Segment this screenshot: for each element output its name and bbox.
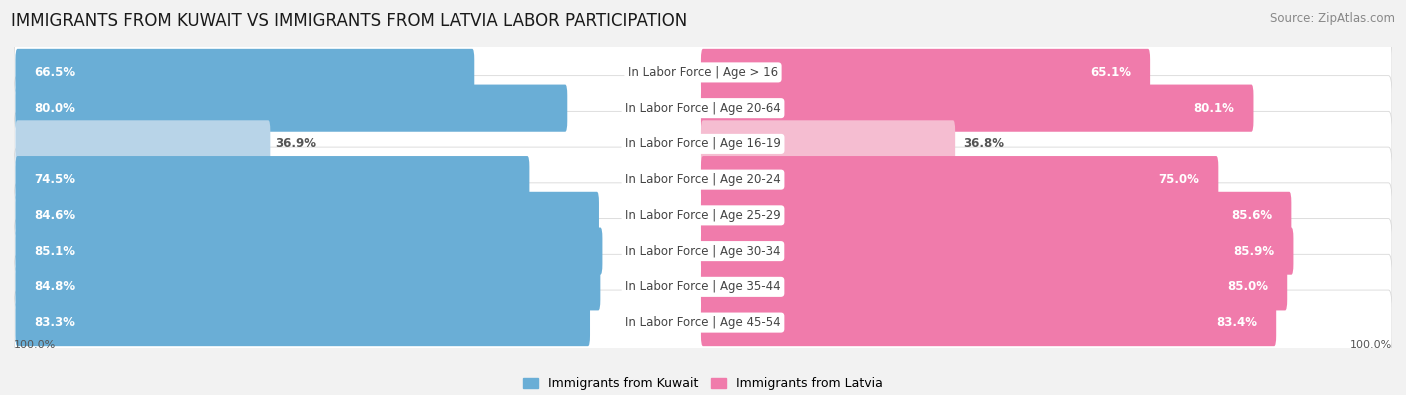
Text: In Labor Force | Age 45-54: In Labor Force | Age 45-54 <box>626 316 780 329</box>
FancyBboxPatch shape <box>702 156 1219 203</box>
Legend: Immigrants from Kuwait, Immigrants from Latvia: Immigrants from Kuwait, Immigrants from … <box>519 372 887 395</box>
FancyBboxPatch shape <box>14 290 1392 355</box>
FancyBboxPatch shape <box>702 192 1291 239</box>
FancyBboxPatch shape <box>15 156 530 203</box>
Text: In Labor Force | Age 16-19: In Labor Force | Age 16-19 <box>626 137 780 150</box>
FancyBboxPatch shape <box>15 192 599 239</box>
FancyBboxPatch shape <box>702 228 1294 275</box>
FancyBboxPatch shape <box>702 49 1150 96</box>
FancyBboxPatch shape <box>702 299 1277 346</box>
Text: 100.0%: 100.0% <box>1350 340 1392 350</box>
FancyBboxPatch shape <box>15 120 270 167</box>
Text: 36.8%: 36.8% <box>963 137 1004 150</box>
Text: 65.1%: 65.1% <box>1090 66 1130 79</box>
FancyBboxPatch shape <box>15 85 567 132</box>
Text: 80.1%: 80.1% <box>1194 102 1234 115</box>
FancyBboxPatch shape <box>15 49 474 96</box>
FancyBboxPatch shape <box>14 254 1392 320</box>
Text: 100.0%: 100.0% <box>14 340 56 350</box>
FancyBboxPatch shape <box>14 40 1392 105</box>
Text: In Labor Force | Age 20-64: In Labor Force | Age 20-64 <box>626 102 780 115</box>
Text: 36.9%: 36.9% <box>276 137 316 150</box>
Text: 84.8%: 84.8% <box>35 280 76 293</box>
FancyBboxPatch shape <box>14 147 1392 212</box>
Text: In Labor Force | Age 30-34: In Labor Force | Age 30-34 <box>626 245 780 258</box>
FancyBboxPatch shape <box>15 263 600 310</box>
Text: 74.5%: 74.5% <box>35 173 76 186</box>
FancyBboxPatch shape <box>14 183 1392 248</box>
Text: Source: ZipAtlas.com: Source: ZipAtlas.com <box>1270 12 1395 25</box>
Text: In Labor Force | Age 25-29: In Labor Force | Age 25-29 <box>626 209 780 222</box>
Text: 83.4%: 83.4% <box>1216 316 1257 329</box>
Text: In Labor Force | Age 35-44: In Labor Force | Age 35-44 <box>626 280 780 293</box>
Text: 85.9%: 85.9% <box>1233 245 1274 258</box>
Text: 80.0%: 80.0% <box>35 102 76 115</box>
FancyBboxPatch shape <box>15 299 591 346</box>
Text: 66.5%: 66.5% <box>35 66 76 79</box>
FancyBboxPatch shape <box>702 263 1288 310</box>
Text: In Labor Force | Age > 16: In Labor Force | Age > 16 <box>628 66 778 79</box>
Text: 84.6%: 84.6% <box>35 209 76 222</box>
FancyBboxPatch shape <box>702 85 1254 132</box>
FancyBboxPatch shape <box>15 228 602 275</box>
Text: 83.3%: 83.3% <box>35 316 76 329</box>
FancyBboxPatch shape <box>14 111 1392 177</box>
FancyBboxPatch shape <box>14 218 1392 284</box>
Text: 85.0%: 85.0% <box>1227 280 1268 293</box>
Text: 85.6%: 85.6% <box>1230 209 1272 222</box>
Text: 85.1%: 85.1% <box>35 245 76 258</box>
Text: IMMIGRANTS FROM KUWAIT VS IMMIGRANTS FROM LATVIA LABOR PARTICIPATION: IMMIGRANTS FROM KUWAIT VS IMMIGRANTS FRO… <box>11 12 688 30</box>
Text: 75.0%: 75.0% <box>1159 173 1199 186</box>
Text: In Labor Force | Age 20-24: In Labor Force | Age 20-24 <box>626 173 780 186</box>
FancyBboxPatch shape <box>14 75 1392 141</box>
FancyBboxPatch shape <box>702 120 955 167</box>
